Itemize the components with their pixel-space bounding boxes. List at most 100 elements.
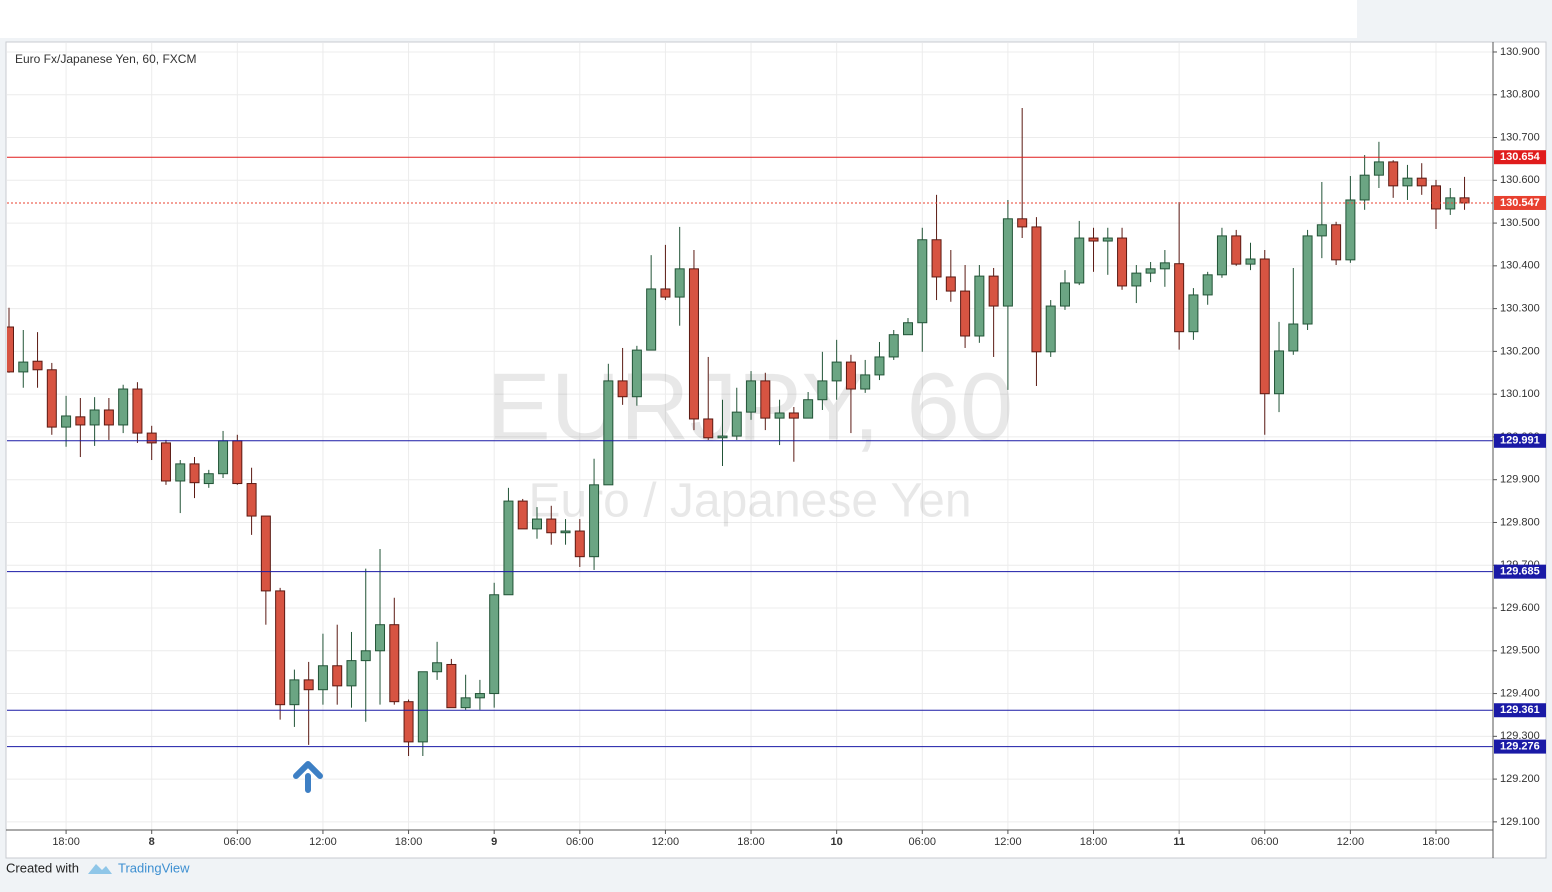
y-tick-label: 130.600 xyxy=(1500,174,1540,186)
candle-body-up xyxy=(1159,262,1170,270)
arrow-icon xyxy=(293,761,323,793)
candle-body-down xyxy=(688,268,699,420)
candle-body-down xyxy=(988,275,999,307)
candle-body-up xyxy=(503,500,514,596)
candle-body-up xyxy=(1202,274,1213,296)
x-tick-label: 18:00 xyxy=(395,836,423,848)
candle-body-up xyxy=(560,530,571,534)
candle-body-up xyxy=(874,356,885,376)
candle-body-down xyxy=(303,679,314,691)
y-tick-label: 129.600 xyxy=(1500,602,1540,614)
x-tick-label: 06:00 xyxy=(224,836,252,848)
x-tick-label: 12:00 xyxy=(309,836,337,848)
candle-body-up xyxy=(18,361,29,373)
candle-body-up xyxy=(1102,237,1113,242)
candle-body-down xyxy=(103,409,114,426)
candle-body-up xyxy=(1302,235,1313,325)
candle-body-down xyxy=(389,624,400,703)
x-tick-label: 06:00 xyxy=(909,836,937,848)
candle-body-down xyxy=(660,288,671,298)
axes: 129.100 129.200 129.300 129.400 129.500 129.6… xyxy=(52,46,1546,848)
candle-body-down xyxy=(1017,218,1028,228)
candle-body-down xyxy=(546,518,557,534)
candle-body-up xyxy=(1288,323,1299,352)
candle-body-down xyxy=(960,290,971,337)
candle-body-up xyxy=(474,693,485,699)
candle-body-down xyxy=(1174,263,1185,333)
candle-body-up xyxy=(489,594,500,695)
candle-body-up xyxy=(1188,294,1199,333)
candle-body-up xyxy=(1402,177,1413,187)
candle-body-down xyxy=(146,432,157,444)
candle-body-up xyxy=(1074,237,1085,284)
level-label: 130.654 xyxy=(1500,151,1541,163)
candle-body-up xyxy=(731,411,742,437)
candle-body-up xyxy=(974,275,985,337)
grid xyxy=(7,43,1493,830)
candle-body-up xyxy=(774,412,785,419)
levels xyxy=(7,156,1493,748)
candle-body-down xyxy=(1431,185,1441,210)
candle-body-up xyxy=(917,239,928,324)
candle-body-up xyxy=(1216,235,1227,276)
candle-body-down xyxy=(32,360,43,371)
candle-body-down xyxy=(517,500,528,530)
brand-link[interactable]: TradingView xyxy=(118,860,190,875)
level-label: 129.276 xyxy=(1500,741,1540,753)
candle-body-down xyxy=(46,369,57,428)
y-tick-label: 129.800 xyxy=(1500,516,1540,528)
candle-body-down xyxy=(845,361,856,390)
candle-body-down xyxy=(1416,177,1427,187)
x-tick-label: 06:00 xyxy=(566,836,594,848)
level-label-box xyxy=(1494,433,1546,448)
candle-body-up xyxy=(218,440,229,475)
x-tick-label: 18:00 xyxy=(1080,836,1108,848)
y-tick-label: 129.100 xyxy=(1500,816,1540,828)
candle-body-up xyxy=(375,624,386,652)
candle-body-down xyxy=(617,380,628,398)
x-tick-label: 11 xyxy=(1173,836,1185,848)
candle-body-up xyxy=(175,463,186,482)
candle-body-up xyxy=(289,679,300,706)
candle-body-up xyxy=(888,334,899,358)
candle-body-down xyxy=(1088,237,1099,242)
candle-body-down xyxy=(1031,226,1042,353)
candle-body-up xyxy=(860,374,871,390)
candle-body-up xyxy=(118,388,129,426)
candle-body-up xyxy=(1145,268,1156,274)
candle-body-up xyxy=(803,399,814,419)
candle-body-up xyxy=(817,380,828,401)
candle-body-up xyxy=(89,409,100,426)
level-label: 129.685 xyxy=(1500,566,1540,578)
level-label-box xyxy=(1494,195,1546,210)
level-label-box xyxy=(1494,739,1546,754)
x-tick-label: 8 xyxy=(149,836,155,848)
candle-body-up xyxy=(203,473,214,485)
candle-body-up xyxy=(674,268,685,298)
chart-title: Euro Fx/Japanese Yen, 60, FXCM xyxy=(15,52,196,66)
candle-body-up xyxy=(603,380,614,486)
candle-body-down xyxy=(1231,235,1242,265)
brand-logo[interactable] xyxy=(88,864,112,874)
x-tick-label: 18:00 xyxy=(737,836,765,848)
y-tick-label: 130.800 xyxy=(1500,89,1540,101)
candle-body-up xyxy=(1274,350,1285,395)
candles xyxy=(7,108,1470,757)
candle-body-up xyxy=(631,349,642,398)
candle-body-down xyxy=(189,463,200,484)
candle-body-up xyxy=(1359,174,1370,201)
candle-body-up xyxy=(460,697,471,709)
candle-body-down xyxy=(931,239,942,278)
candle-body-down xyxy=(332,665,343,687)
candle-body-up xyxy=(1445,197,1456,210)
x-tick-label: 12:00 xyxy=(994,836,1022,848)
candle-body-up xyxy=(1002,218,1013,307)
candle-body-down xyxy=(1331,224,1342,261)
candle-body-down xyxy=(760,380,771,419)
candle-body-up xyxy=(831,361,842,382)
candle-body-up xyxy=(903,322,914,336)
candle-body-down xyxy=(1388,161,1399,187)
y-tick-label: 130.200 xyxy=(1500,345,1540,357)
candle-body-down xyxy=(574,530,585,558)
